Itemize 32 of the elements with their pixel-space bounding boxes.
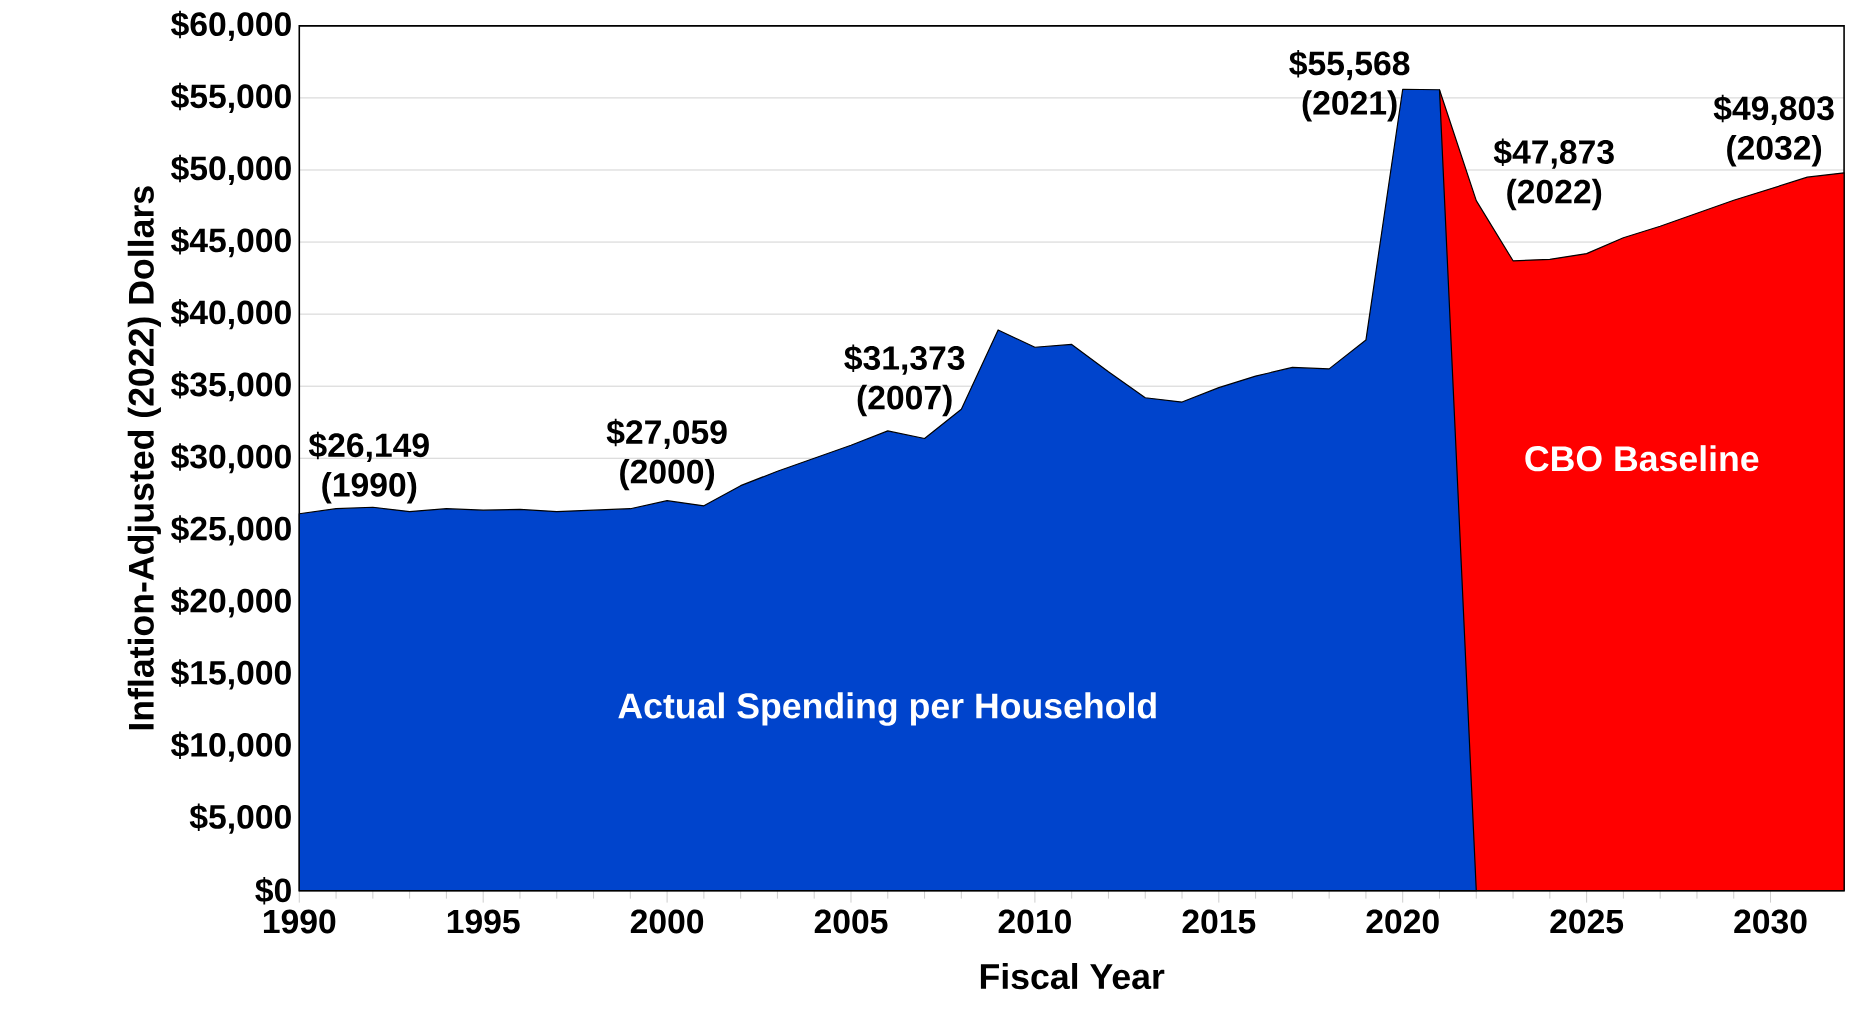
annotation: $47,873 (2022) [1493,138,1614,211]
y-tick-label: $55,000 [171,82,291,114]
y-tick-label: $40,000 [171,299,291,330]
x-tick-label: 2000 [630,909,704,934]
annotation: $27,059 (2000) [606,418,727,491]
y-tick-label: $10,000 [171,731,291,762]
series-label: Actual Spending per Household [618,692,1156,726]
annotation: $55,568 (2021) [1289,50,1410,122]
y-tick-label: $25,000 [171,515,291,546]
x-tick-label: 1990 [263,909,336,934]
series-label: CBO Baseline [1525,445,1759,472]
annotation: $26,149 (1990) [308,431,429,504]
y-tick-label: $50,000 [171,154,291,186]
y-tick-label: $45,000 [171,227,291,258]
x-tick-label: 2010 [998,909,1071,934]
y-tick-label: $35,000 [171,371,291,402]
y-axis-title: Inflation-Adjusted (2022) Dollars [127,186,161,730]
y-tick-label: $30,000 [171,443,291,474]
y-tick-label: $0 [255,877,291,905]
x-tick-label: 2020 [1366,909,1439,934]
x-tick-label: 2015 [1182,909,1256,934]
y-tick-label: $60,000 [171,10,291,42]
annotation: $31,373 (2007) [844,344,965,417]
x-tick-label: 2030 [1734,909,1807,934]
x-tick-label: 1995 [447,909,520,934]
annotation: $49,803 (2032) [1713,94,1834,167]
y-tick-label: $5,000 [189,803,291,834]
y-tick-label: $15,000 [171,659,291,690]
y-tick-label: $20,000 [171,587,291,618]
x-tick-label: 2005 [814,909,888,934]
x-tick-label: 2025 [1550,909,1624,934]
x-axis-title: Fiscal Year [980,963,1165,990]
